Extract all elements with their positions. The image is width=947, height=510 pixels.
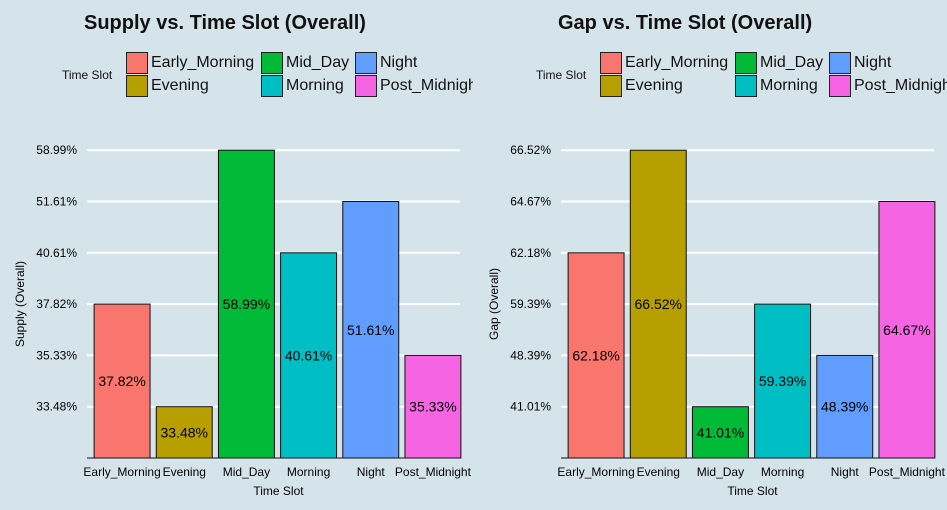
legend-swatch [829,75,851,97]
x-tick-label: Night [831,465,860,479]
bar-data-label: 66.52% [635,296,682,312]
legend-swatch [126,52,148,74]
legend-swatch [735,75,757,97]
y-tick-label: 64.67% [510,195,551,209]
bar-data-label: 37.82% [98,373,145,389]
bar [754,303,812,459]
x-tick-label: Early_Morning [83,465,160,479]
legend-title: Time Slot [536,68,587,82]
chart-title: Gap vs. Time Slot (Overall) [558,12,813,34]
legend-swatch [735,52,757,74]
y-tick-label: 40.61% [36,246,77,260]
x-tick-label: Mid_Day [697,465,744,479]
legend-swatch [600,75,622,97]
x-tick-label: Evening [637,465,680,479]
y-tick-label: 35.33% [36,348,77,362]
y-axis-title: Gap (Overall) [487,268,501,340]
gap-chart-panel: Gap vs. Time Slot (Overall) Time Slot Ea… [474,0,947,510]
legend-label: Early_Morning [151,54,255,71]
legend-label: Evening [151,77,209,94]
bar-data-label: 48.39% [821,399,868,415]
bar-data-label: 33.48% [161,424,208,440]
bar [404,354,462,459]
bar [567,252,625,459]
legend-label: Mid_Day [286,54,350,71]
bar-data-label: 59.39% [759,373,806,389]
supply-bar-chart: 33.48% 35.33% 37.82% 40.61% 51.61% 58.99% 37.8… [13,143,472,498]
x-tick-label: Night [357,465,386,479]
bar [878,201,936,459]
legend-swatch [355,52,377,74]
y-tick-label: 51.61% [36,195,77,209]
supply-chart-panel: Supply vs. Time Slot (Overall) Time Slot… [0,0,473,510]
gap-bar-chart: 41.01% 48.39% 59.39% 62.18% 64.67% 66.52% 62.1… [487,143,946,498]
x-axis-title: Time Slot [727,484,778,498]
legend-swatch [261,75,283,97]
y-tick-label: 37.82% [36,297,77,311]
bar-data-label: 58.99% [223,296,270,312]
bar [691,406,749,459]
bar [280,252,338,459]
y-tick-label: 48.39% [510,348,551,362]
legend-label: Night [380,54,418,71]
legend: Early_Morning Mid_Day Night Evening Morning P… [0,52,473,100]
x-tick-label: Morning [761,465,804,479]
bar-data-label: 40.61% [285,347,332,363]
x-tick-label: Morning [287,465,330,479]
legend-label: Early_Morning [625,54,729,71]
x-tick-label: Post_Midnight [395,465,472,479]
x-axis-title: Time Slot [253,484,304,498]
legend-label: Post_Midnight [380,77,473,94]
legend-label: Morning [760,77,818,94]
bar-data-label: 64.67% [883,322,930,338]
bar [93,303,151,459]
x-tick-label: Early_Morning [557,465,634,479]
y-tick-label: 41.01% [510,400,551,414]
y-tick-label: 62.18% [510,246,551,260]
legend-swatch [261,52,283,74]
y-tick-label: 59.39% [510,297,551,311]
legend-swatch [355,75,377,97]
bar-data-label: 62.18% [572,347,619,363]
bar-data-label: 41.01% [697,424,744,440]
bar-data-label: 51.61% [347,322,394,338]
bar-data-label: 35.33% [409,399,456,415]
bar [342,201,400,459]
legend-label: Night [854,54,892,71]
bar [629,149,687,459]
legend: Early_Morning Mid_Day Night Evening Morning P… [474,52,947,100]
legend-label: Post_Midnight [854,77,947,94]
legend-label: Mid_Day [760,54,824,71]
bar [217,149,275,459]
legend-label: Evening [625,77,683,94]
legend-title: Time Slot [62,68,113,82]
x-tick-label: Post_Midnight [869,465,946,479]
y-tick-label: 58.99% [36,143,77,157]
legend-swatch [600,52,622,74]
legend-swatch [126,75,148,97]
x-tick-label: Mid_Day [223,465,270,479]
x-tick-label: Evening [163,465,206,479]
chart-title: Supply vs. Time Slot (Overall) [84,12,366,34]
y-axis-title: Supply (Overall) [13,261,27,347]
y-tick-label: 33.48% [36,400,77,414]
legend-label: Morning [286,77,344,94]
y-tick-label: 66.52% [510,143,551,157]
legend-swatch [829,52,851,74]
